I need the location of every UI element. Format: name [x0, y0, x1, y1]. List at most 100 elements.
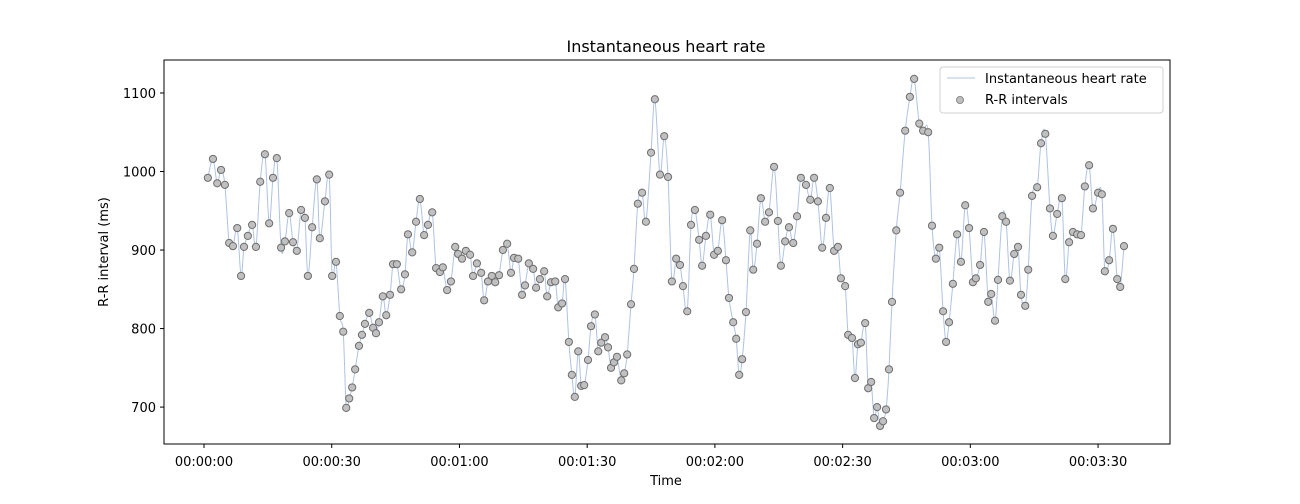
rr-interval-point — [915, 119, 924, 128]
rr-interval-point — [650, 95, 659, 104]
rr-interval-point — [251, 242, 261, 251]
rr-interval-point — [724, 293, 734, 303]
rr-interval-point — [861, 318, 870, 328]
rr-interval-point — [948, 279, 957, 288]
rr-interval-point — [1108, 224, 1118, 233]
rr-interval-point — [423, 220, 433, 230]
rr-interval-point — [683, 307, 692, 316]
heart-rate-line — [207, 77, 1125, 428]
rr-interval-point — [749, 265, 758, 274]
rr-interval-point — [836, 274, 846, 283]
rr-interval-point — [331, 257, 341, 266]
rr-interval-point — [345, 394, 354, 403]
rr-interval-point — [847, 333, 857, 343]
rr-interval-point — [976, 260, 985, 270]
rr-interval-point — [878, 417, 888, 426]
rr-interval-point — [564, 337, 573, 347]
chart-title: Instantaneous heart rate — [566, 37, 765, 56]
y-tick-label: 1000 — [123, 166, 156, 181]
rr-interval-point — [1080, 182, 1089, 191]
x-tick-label: 00:01:30 — [558, 455, 616, 470]
rr-interval-point — [272, 154, 281, 163]
rr-interval-point — [351, 365, 360, 374]
rr-interval-point — [420, 231, 429, 240]
rr-interval-point — [494, 271, 504, 280]
rr-interval-point — [1016, 290, 1026, 299]
rr-interval-point — [1041, 129, 1050, 138]
rr-interval-point — [895, 188, 905, 197]
rr-interval-point — [660, 132, 669, 141]
x-tick-label: 00:02:30 — [813, 455, 871, 470]
rr-interval-point — [721, 256, 731, 265]
rr-interval-point — [477, 268, 486, 277]
rr-interval-point — [348, 383, 357, 392]
rr-interval-point — [339, 327, 348, 336]
rr-interval-point — [265, 219, 274, 228]
rr-interval-point — [961, 201, 970, 210]
rr-interval-point — [850, 373, 860, 383]
y-tick-label: 1100 — [123, 87, 156, 102]
rr-interval-point — [821, 213, 831, 222]
rr-interval-point — [239, 242, 249, 251]
rr-interval-point — [1053, 209, 1062, 219]
rr-interval-point — [498, 245, 507, 255]
rr-interval-point — [360, 319, 370, 328]
rr-interval-point — [567, 370, 576, 379]
rr-interval-point — [1027, 191, 1037, 200]
rr-interval-point — [910, 74, 919, 83]
rr-interval-point — [806, 195, 815, 204]
rr-interval-point — [672, 254, 681, 263]
rr-interval-point — [543, 292, 552, 301]
rr-interval-point — [400, 270, 410, 279]
x-tick-label: 00:01:00 — [430, 455, 488, 470]
rr-interval-point — [796, 173, 805, 182]
rr-interval-point — [892, 226, 901, 235]
rr-interval-point — [446, 277, 456, 286]
rr-interval-point — [675, 260, 685, 270]
rr-interval-point — [769, 162, 779, 171]
rr-interval-point — [735, 370, 744, 379]
rr-interval-point — [953, 230, 962, 239]
rr-interval-point — [480, 296, 489, 305]
rr-interval-point — [663, 172, 673, 182]
rr-interval-point — [457, 254, 467, 263]
rr-interval-point — [551, 277, 560, 286]
rr-interval-point — [813, 197, 823, 206]
plot-frame — [163, 59, 1171, 445]
y-tick-label: 800 — [131, 323, 156, 338]
rr-interval-point — [385, 290, 395, 299]
rr-interval-point — [678, 282, 688, 291]
rr-interval-point — [415, 194, 424, 204]
rr-interval-point — [312, 175, 321, 184]
rr-interval-point — [1116, 282, 1125, 292]
rr-interval-point — [570, 392, 579, 401]
x-tick-label: 00:03:00 — [941, 455, 999, 470]
rr-interval-point — [872, 402, 882, 412]
rr-interval-point — [979, 227, 989, 237]
rr-interval-point — [403, 230, 413, 239]
rr-interval-point — [213, 179, 222, 188]
rr-interval-point — [686, 220, 696, 230]
rr-interval-point — [887, 297, 897, 306]
rr-interval-point — [574, 347, 583, 356]
rr-interval-point — [378, 292, 387, 301]
rr-interval-point — [927, 221, 937, 230]
rr-interval-point — [1024, 265, 1033, 274]
rr-interval-point — [392, 260, 401, 269]
legend-marker-swatch — [956, 96, 964, 104]
rr-interval-point — [520, 281, 530, 290]
rr-interval-point — [580, 381, 589, 390]
rr-interval-point — [1065, 238, 1074, 247]
rr-interval-point — [451, 242, 460, 251]
rr-interval-point — [706, 210, 715, 219]
rr-interval-point — [325, 170, 334, 179]
rr-interval-point — [354, 341, 364, 350]
rr-interval-point — [971, 274, 980, 283]
rr-interval-point — [990, 316, 1000, 325]
rr-interval-point — [993, 275, 1003, 284]
rr-interval-point — [1005, 276, 1015, 285]
rr-interval-point — [560, 274, 570, 284]
rr-interval-point — [718, 216, 727, 225]
rr-interval-point — [506, 268, 516, 277]
y-tick-label: 700 — [131, 401, 156, 416]
